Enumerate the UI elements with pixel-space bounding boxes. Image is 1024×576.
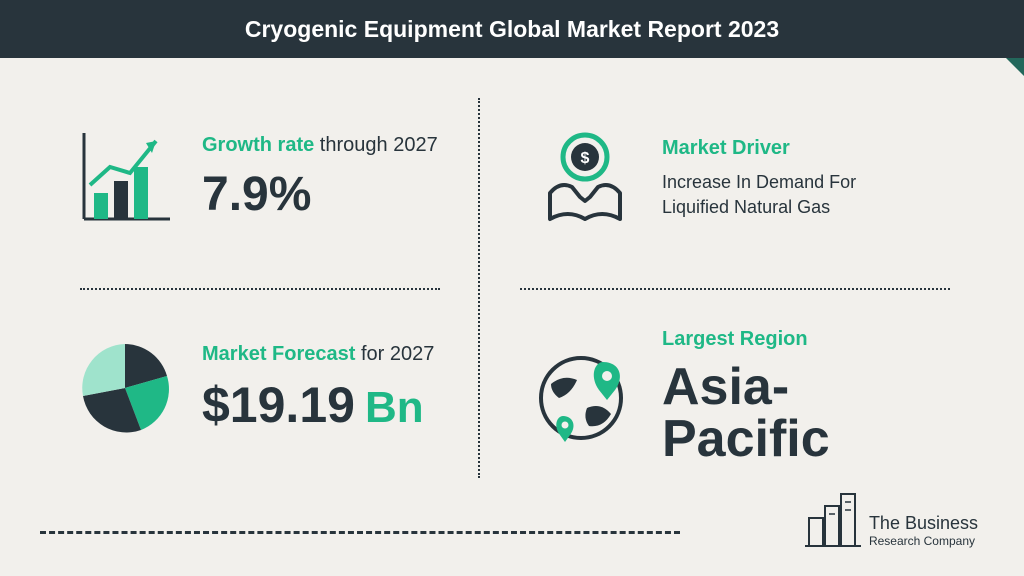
growth-rate-label: Growth rate through 2027: [202, 134, 438, 157]
svg-text:$: $: [581, 150, 590, 167]
growth-rate-value: 7.9%: [202, 167, 438, 222]
market-forecast-label: Market Forecast for 2027: [202, 343, 434, 366]
forecast-label-accent: Market Forecast: [202, 343, 355, 365]
forecast-number: $19.19: [202, 376, 355, 434]
largest-region-label: Largest Region: [662, 328, 830, 351]
market-driver-label: Market Driver: [662, 137, 922, 160]
horizontal-divider-left: [80, 288, 440, 290]
hands-dollar-icon: $: [530, 118, 640, 238]
building-icon: [805, 488, 861, 548]
growth-chart-icon: [70, 118, 180, 238]
bottom-dashed-line: [40, 531, 680, 534]
globe-pin-icon: [530, 337, 640, 457]
market-driver-text: Increase In Demand For Liquified Natural…: [662, 170, 922, 219]
market-forecast-value: $19.19 Bn: [202, 376, 434, 434]
market-forecast-block: Market Forecast for 2027 $19.19 Bn: [70, 328, 434, 448]
company-logo: The Business Research Company: [805, 488, 978, 548]
forecast-unit: Bn: [365, 383, 424, 433]
growth-rate-label-muted: through 2027: [314, 134, 437, 156]
forecast-label-muted: for 2027: [355, 343, 434, 365]
pie-chart-icon: [70, 328, 180, 448]
horizontal-divider-right: [520, 288, 950, 290]
report-header: Cryogenic Equipment Global Market Report…: [0, 0, 1024, 58]
content-area: Growth rate through 2027 7.9% $ Market D…: [0, 58, 1024, 576]
report-title: Cryogenic Equipment Global Market Report…: [245, 16, 779, 43]
logo-line-1: The Business: [869, 513, 978, 534]
growth-rate-block: Growth rate through 2027 7.9%: [70, 118, 438, 238]
logo-line-2: Research Company: [869, 534, 978, 548]
logo-text: The Business Research Company: [869, 513, 978, 548]
vertical-divider: [478, 98, 480, 478]
largest-region-value: Asia-Pacific: [662, 361, 830, 465]
market-driver-block: $ Market Driver Increase In Demand For L…: [530, 118, 922, 238]
growth-rate-label-accent: Growth rate: [202, 134, 314, 156]
largest-region-block: Largest Region Asia-Pacific: [530, 328, 830, 465]
